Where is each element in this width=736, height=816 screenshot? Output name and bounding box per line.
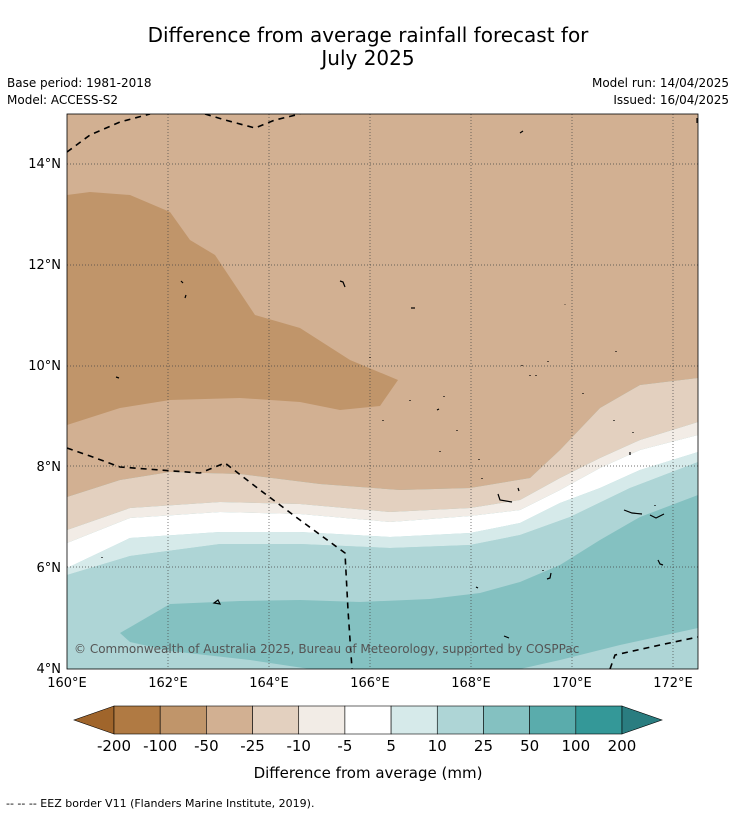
colorbar-tick-label: -200 [97,737,131,755]
colorbar-tick-label: 200 [608,737,637,755]
colorbar-tick-label: -5 [337,737,352,755]
colorbar-tick-label: 25 [474,737,493,755]
colorbar-tick-label: -10 [286,737,311,755]
lat-label: 10°N [28,359,61,374]
lon-label: 168°E [451,676,491,691]
colorbar-label: Difference from average (mm) [254,764,483,782]
band-10-25-south [520,628,698,669]
colorbar-segment [390,705,438,735]
colorbar-segment [344,705,392,735]
lat-label: 8°N [37,460,62,475]
colorbar-segment [206,705,253,735]
lon-label: 170°E [552,676,592,691]
eez-legend-note: -- -- -- EEZ border V11 (Flanders Marine… [6,797,315,810]
band-neg25-neg10 [67,378,698,530]
copyright-notice: © Commonwealth of Australia 2025, Bureau… [74,642,579,656]
colorbar-segment [483,705,530,735]
lon-label: 166°E [350,676,390,691]
colorbar-tick-label: 10 [428,737,447,755]
colorbar-segment [575,705,623,735]
colorbar: -200 -100 -50 -25 -10 -5 5 10 25 50 100 200 [73,705,663,755]
lon-label: 172°E [653,676,693,691]
lat-label: 14°N [28,157,61,172]
lat-label: 4°N [37,662,62,677]
map-plot-area: © Commonwealth of Australia 2025, Bureau… [67,114,698,669]
map-title-line2: July 2025 [321,46,415,70]
lon-label: 164°E [249,676,289,691]
colorbar-tick-label: 50 [520,737,539,755]
lat-labels: 14°N 12°N 10°N 8°N 6°N 4°N [28,157,61,677]
colorbar-extend-low [73,705,115,735]
colorbar-tick-label: -100 [143,737,177,755]
colorbar-segment [252,705,300,735]
colorbar-tick-label: -25 [240,737,265,755]
islands [101,118,698,639]
band-neg50-neg25 [67,114,698,497]
band-10-25 [67,462,698,669]
lat-label: 12°N [28,258,61,273]
colorbar-segment [159,705,207,735]
model-name: Model: ACCESS-S2 [7,93,119,107]
lon-labels: 160°E 162°E 164°E 166°E 168°E 170°E 172°… [47,676,693,691]
colorbar-extend-high [621,705,663,735]
lon-label: 160°E [47,676,87,691]
colorbar-segment [436,705,484,735]
colorbar-segment [529,705,577,735]
colorbar-segment [113,705,161,735]
colorbar-tick-label: 100 [561,737,590,755]
band-neg10-neg5 [67,422,698,543]
lat-label: 6°N [37,561,62,576]
eez-borders [67,114,698,669]
colorbar-tick-label: 5 [386,737,396,755]
issued-date: Issued: 16/04/2025 [613,93,729,107]
base-period: Base period: 1981-2018 [7,76,152,90]
gridlines [67,114,698,669]
map-frame [66,113,699,670]
lon-label: 162°E [148,676,188,691]
colorbar-segment [298,705,346,735]
band-neg100-neg50 [67,192,398,425]
colorbar-tick-label: -50 [194,737,219,755]
model-run: Model run: 14/04/2025 [591,76,729,90]
map-title-line1: Difference from average rainfall forecas… [147,23,589,47]
